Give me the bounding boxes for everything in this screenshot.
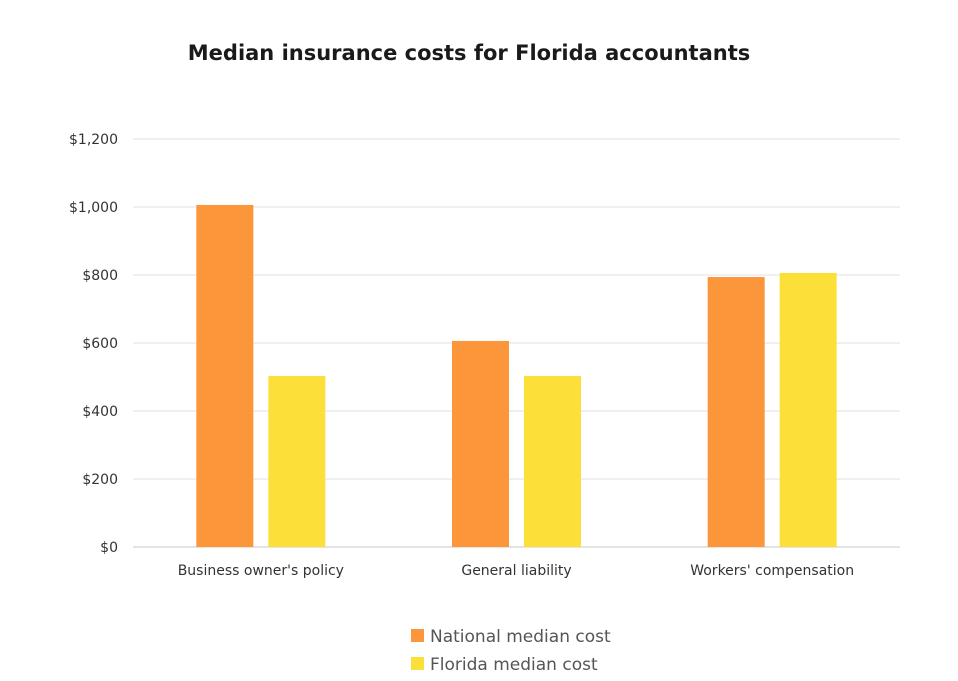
bars (196, 204, 837, 547)
legend-swatch (411, 629, 424, 642)
legend-swatch (411, 657, 424, 670)
legend-label: Florida median cost (430, 655, 598, 675)
bar-national-2 (452, 340, 509, 547)
legend-label: National median cost (430, 627, 611, 647)
legend: National median cost Florida median cost (411, 627, 611, 675)
y-tick-label: $200 (82, 472, 118, 488)
y-tick-label: $0 (100, 540, 118, 556)
chart-title: Median insurance costs for Florida accou… (188, 41, 750, 65)
y-axis-ticks: $0 $200 $400 $600 $800 $1,000 $1,200 (69, 132, 118, 556)
bar-florida-1 (268, 375, 326, 547)
x-axis-ticks: Business owner's policy General liability… (178, 563, 854, 579)
x-tick-label: General liability (461, 563, 571, 579)
gridlines (133, 138, 900, 548)
y-tick-label: $1,000 (69, 200, 118, 216)
bar-national-1 (196, 204, 254, 547)
y-tick-label: $600 (82, 336, 118, 352)
x-tick-label: Business owner's policy (178, 563, 344, 579)
bar-florida-2 (524, 375, 581, 547)
y-tick-label: $1,200 (69, 132, 118, 148)
x-tick-label: Workers' compensation (690, 563, 854, 579)
bar-national-3 (707, 277, 765, 547)
bar-florida-3 (779, 272, 837, 547)
y-tick-label: $400 (82, 404, 118, 420)
y-tick-label: $800 (82, 268, 118, 284)
